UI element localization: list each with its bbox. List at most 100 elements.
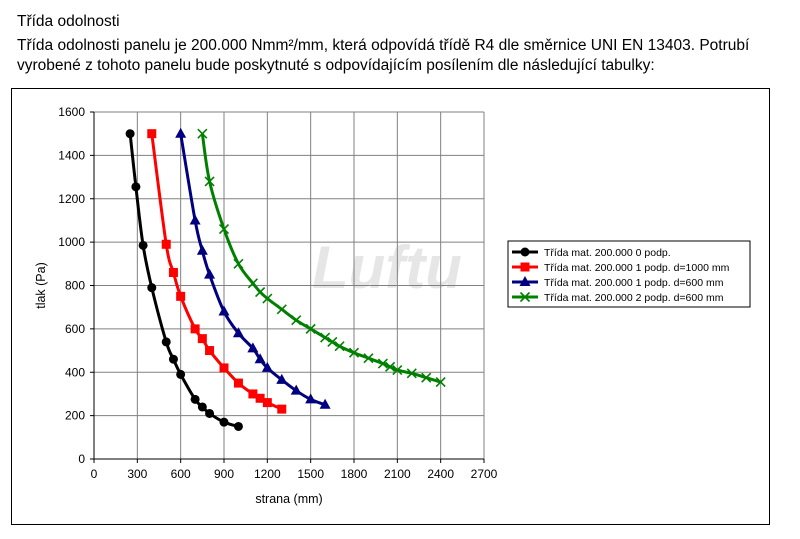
series-2-point: [161, 239, 171, 249]
series-1-point: [233, 421, 243, 431]
series-3-point: [305, 393, 317, 404]
x-axis-label: strana (mm): [255, 492, 322, 506]
x-tick-label: 2400: [427, 467, 454, 481]
series-1-point: [131, 182, 141, 192]
marker-stroke: [255, 286, 266, 298]
series-3-point: [261, 361, 273, 372]
series-2-point: [147, 129, 157, 139]
marker-stroke: [327, 336, 338, 347]
legend-item: Třída mat. 200.000 1 podp. d=1000 mm: [512, 262, 730, 274]
series-4-point: [276, 304, 287, 315]
series-1-point: [190, 394, 200, 404]
series-1: [125, 129, 243, 431]
x-tick-labels: 0 300 600 900 1200 1500 1800 2100 2400 2700: [91, 467, 498, 481]
series-1-point: [161, 337, 171, 347]
series-4-point: [377, 358, 388, 369]
series-3-point: [175, 127, 187, 138]
series-3-point: [276, 373, 288, 384]
series-4-point: [233, 258, 244, 269]
series-4-point: [204, 176, 215, 187]
series-1-point: [219, 417, 229, 427]
y-tick-label: 1600: [58, 105, 85, 119]
legend-label: Třída mat. 200.000 2 podp. d=600 mm: [544, 292, 724, 304]
series-2-point: [176, 291, 186, 301]
legend: Třída mat. 200.000 0 podp. Třída mat. 200…: [507, 240, 751, 308]
y-tick-label: 400: [65, 365, 85, 379]
series-4-point: [247, 278, 258, 289]
series-1-point: [197, 402, 207, 412]
marker-stroke: [320, 332, 331, 343]
chart-frame: [11, 88, 770, 525]
series-layer: [125, 127, 446, 431]
marker-stroke: [276, 304, 287, 315]
paragraph-line-1: Třída odolnosti panelu je 200.000 Nmm²/m…: [17, 37, 750, 54]
y-tick-label: 800: [65, 279, 85, 293]
marker-stroke: [262, 293, 273, 304]
marker-stroke: [385, 361, 396, 372]
marker-stroke: [247, 278, 258, 289]
series-1-point: [138, 240, 148, 250]
marker-stroke: [233, 258, 244, 269]
watermark: Luftu: [312, 234, 462, 301]
marker-stroke: [291, 315, 302, 326]
series-4: [197, 128, 446, 388]
y-axis-label: tlak (Pa): [34, 262, 48, 309]
series-4-point: [435, 376, 446, 388]
y-tick-label: 0: [78, 452, 85, 466]
series-1-line: [128, 133, 239, 428]
marker-stroke: [421, 372, 432, 383]
x-tick-label: 0: [91, 467, 98, 481]
series-3-point: [189, 214, 201, 225]
marker-stroke: [334, 341, 345, 352]
series-4-point: [421, 372, 432, 383]
series-2-point: [262, 398, 272, 408]
x-tick-label: 2700: [471, 467, 498, 481]
series-4-point: [320, 332, 331, 343]
description-paragraph: Třída odolnosti panelu je 200.000 Nmm²/m…: [17, 36, 797, 76]
section-heading: Třída odolnosti: [17, 13, 120, 30]
series-1-point: [125, 129, 135, 139]
series-4-point: [262, 293, 273, 304]
y-tick-label: 1400: [58, 148, 85, 162]
marker-stroke: [519, 291, 531, 303]
legend-item: Třída mat. 200.000 1 podp. d=600 mm: [512, 276, 724, 289]
marker-stroke: [363, 353, 374, 364]
legend-label: Třída mat. 200.000 1 podp. d=600 mm: [544, 277, 724, 289]
series-2-point: [190, 324, 200, 334]
x-tick-label: 2100: [384, 467, 411, 481]
marker-stroke: [305, 323, 316, 334]
series-3-point: [232, 327, 244, 338]
series-4-point: [291, 315, 302, 326]
series-4-point: [392, 365, 403, 376]
legend-item: Třída mat. 200.000 2 podp. d=600 mm: [512, 291, 724, 304]
legend-swatch-marker: [519, 291, 531, 303]
x-tick-label: 600: [171, 467, 191, 481]
series-4-point: [197, 128, 208, 139]
y-tick-label: 200: [65, 409, 85, 423]
series-3-point: [319, 398, 331, 409]
series-3-point: [290, 384, 302, 395]
x-tick-label: 300: [127, 467, 147, 481]
series-3-point: [204, 268, 216, 279]
paragraph-line-2: vyrobené z tohoto panelu bude poskytnuté…: [17, 57, 655, 74]
series-4-point: [363, 353, 374, 364]
x-tick-label: 900: [214, 467, 234, 481]
series-1-point: [147, 283, 157, 293]
series-2-point: [197, 334, 207, 344]
series-3-line: [179, 133, 326, 407]
y-tick-labels: 0 200 400 600 800 1000 1200 1400 1600: [58, 105, 85, 466]
x-tick-label: 1200: [254, 467, 281, 481]
legend-label: Třída mat. 200.000 1 podp. d=1000 mm: [544, 262, 730, 274]
legend-swatch-marker: [519, 276, 531, 286]
series-3-point: [254, 353, 266, 364]
series-1-point: [176, 369, 186, 379]
marker-stroke: [392, 365, 403, 376]
series-2-point: [219, 363, 229, 373]
series-4-point: [406, 368, 417, 379]
series-2-point: [277, 404, 287, 414]
marker-stroke: [406, 368, 417, 379]
series-2-point: [205, 346, 215, 356]
series-3-point: [218, 305, 230, 316]
legend-swatch-marker: [520, 262, 530, 272]
series-3-point: [196, 244, 208, 255]
